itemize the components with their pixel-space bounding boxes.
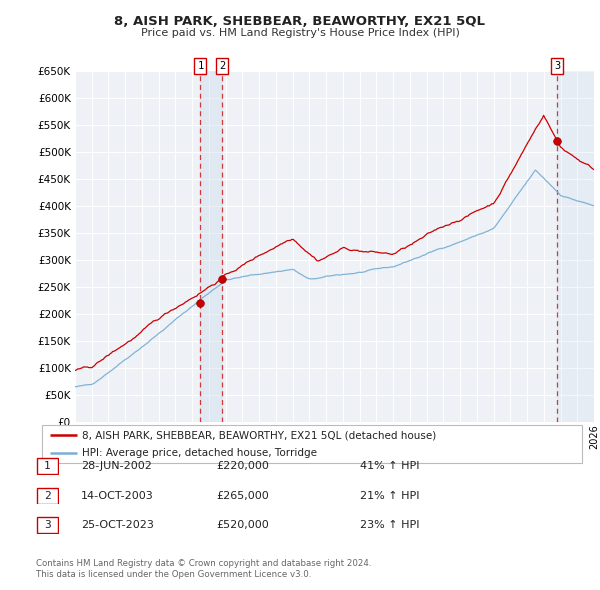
Text: This data is licensed under the Open Government Licence v3.0.: This data is licensed under the Open Gov… [36,571,311,579]
Bar [200,71,222,422]
Text: 23% ↑ HPI: 23% ↑ HPI [360,520,419,530]
Text: 2: 2 [44,491,51,500]
Text: 14-OCT-2003: 14-OCT-2003 [81,491,154,500]
Bar [557,71,594,422]
Text: 1: 1 [197,61,203,71]
Text: 21% ↑ HPI: 21% ↑ HPI [360,491,419,500]
Text: 8, AISH PARK, SHEBBEAR, BEAWORTHY, EX21 5QL: 8, AISH PARK, SHEBBEAR, BEAWORTHY, EX21 … [115,15,485,28]
Text: 3: 3 [44,520,51,530]
Text: £265,000: £265,000 [216,491,269,500]
Text: 1: 1 [44,461,51,471]
Text: 28-JUN-2002: 28-JUN-2002 [81,461,152,471]
Text: Price paid vs. HM Land Registry's House Price Index (HPI): Price paid vs. HM Land Registry's House … [140,28,460,38]
Text: 25-OCT-2023: 25-OCT-2023 [81,520,154,530]
Text: 8, AISH PARK, SHEBBEAR, BEAWORTHY, EX21 5QL (detached house): 8, AISH PARK, SHEBBEAR, BEAWORTHY, EX21 … [83,430,437,440]
Text: 41% ↑ HPI: 41% ↑ HPI [360,461,419,471]
Text: HPI: Average price, detached house, Torridge: HPI: Average price, detached house, Torr… [83,448,317,458]
Text: £520,000: £520,000 [216,520,269,530]
Text: £220,000: £220,000 [216,461,269,471]
Text: 3: 3 [554,61,560,71]
Text: Contains HM Land Registry data © Crown copyright and database right 2024.: Contains HM Land Registry data © Crown c… [36,559,371,568]
Text: 2: 2 [219,61,225,71]
